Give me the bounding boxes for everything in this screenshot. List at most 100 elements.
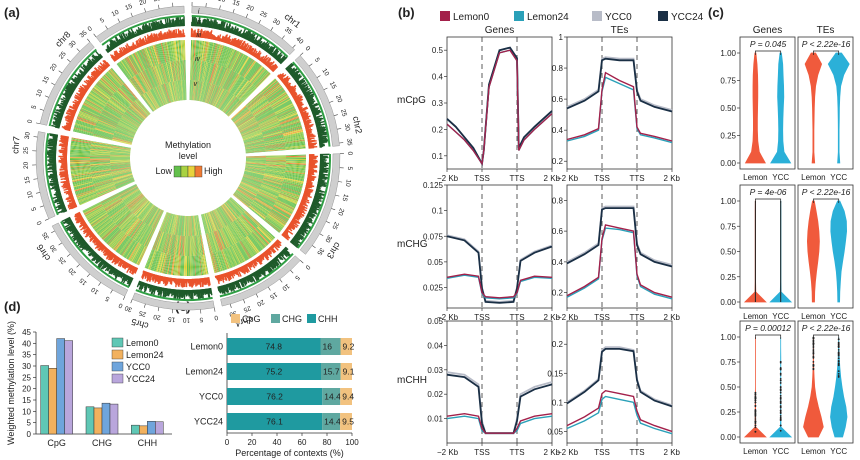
methylation-heat-cell <box>195 60 198 81</box>
methylation-heat-cell <box>221 69 231 88</box>
methylation-heat-cell <box>285 160 306 162</box>
methylation-heat-cell <box>205 62 212 83</box>
methylation-heat-cell <box>215 89 225 107</box>
methylation-heat-cell <box>280 189 300 197</box>
methylation-heat-cell <box>202 61 208 82</box>
methylation-heat-cell <box>242 129 261 138</box>
methylation-heat-cell <box>227 73 238 91</box>
methylation-heat-cell <box>245 147 266 151</box>
methylation-heat-cell <box>254 106 272 118</box>
methylation-heat-cell <box>238 186 257 197</box>
methylation-heat-cell <box>210 43 216 63</box>
methylation-heat-cell <box>245 149 266 153</box>
methylation-heat-cell <box>239 184 258 194</box>
scale-tick <box>219 5 221 10</box>
methylation-heat-cell <box>255 196 274 207</box>
methylation-heat-cell <box>210 86 219 105</box>
methylation-heat-cell <box>200 41 205 61</box>
methylation-heat-cell <box>233 193 250 207</box>
methylation-heat-cell <box>270 210 288 222</box>
methylation-heat-cell <box>208 85 216 104</box>
methylation-heat-cell <box>230 75 242 93</box>
methylation-heat-cell <box>237 117 256 129</box>
methylation-heat-cell <box>247 64 260 81</box>
methylation-heat-cell <box>228 73 239 92</box>
methylation-heat-cell <box>220 92 232 110</box>
methylation-heat-cell <box>226 72 237 91</box>
methylation-heat-cell <box>234 54 245 73</box>
methylation-heat-cell <box>242 176 262 184</box>
methylation-heat-cell <box>261 183 281 191</box>
methylation-heat-cell <box>231 76 243 94</box>
methylation-heat-cell <box>251 68 266 84</box>
methylation-heat-cell <box>206 84 214 104</box>
methylation-heat-cell <box>280 190 300 198</box>
methylation-heat-cell <box>254 106 272 118</box>
methylation-heat-cell <box>242 59 254 77</box>
methylation-heat-cell <box>285 155 306 157</box>
methylation-heat-cell <box>272 206 291 217</box>
scale-tick-label: 0 <box>303 263 311 271</box>
methylation-heat-cell <box>267 214 285 227</box>
methylation-heat-cell <box>263 132 283 139</box>
methylation-heat-cell <box>227 73 238 91</box>
methylation-heat-cell <box>245 166 266 171</box>
methylation-heat-cell <box>285 167 306 171</box>
scale-tick-label: 0 <box>346 152 353 156</box>
methylation-heat-cell <box>264 170 285 175</box>
methylation-heat-cell <box>284 138 305 143</box>
scale-tick <box>329 100 334 103</box>
methylation-heat-cell <box>283 178 304 184</box>
methylation-heat-cell <box>241 179 261 188</box>
methylation-heat-cell <box>261 79 277 94</box>
methylation-heat-cell <box>189 80 191 101</box>
scale-tick <box>51 230 55 234</box>
methylation-heat-cell <box>223 70 234 89</box>
methylation-heat-cell <box>268 90 286 103</box>
methylation-heat-cell <box>285 143 306 147</box>
methylation-heat-cell <box>277 197 297 206</box>
methylation-heat-cell <box>268 213 286 226</box>
methylation-heat-cell <box>265 162 286 165</box>
methylation-heat-cell <box>236 55 248 74</box>
methylation-heat-cell <box>245 144 265 149</box>
methylation-heat-cell <box>263 176 284 182</box>
methylation-heat-cell <box>264 140 285 145</box>
methylation-heat-cell <box>212 43 218 64</box>
methylation-heat-cell <box>194 40 196 61</box>
methylation-heat-cell <box>237 118 256 129</box>
methylation-heat-cell <box>232 52 243 71</box>
methylation-heat-cell <box>224 48 233 68</box>
methylation-heat-cell <box>282 182 303 189</box>
methylation-heat-cell <box>225 99 240 115</box>
methylation-heat-cell <box>225 98 239 114</box>
methylation-heat-cell <box>239 57 251 75</box>
methylation-heat-cell <box>285 171 305 175</box>
methylation-heat-cell <box>236 55 247 74</box>
methylation-heat-cell <box>255 72 270 88</box>
methylation-heat-cell <box>270 211 288 223</box>
methylation-heat-cell <box>223 48 232 67</box>
methylation-heat-cell <box>221 47 229 66</box>
methylation-heat-cell <box>234 79 247 96</box>
methylation-heat-cell <box>280 190 300 199</box>
methylation-heat-cell <box>245 160 266 163</box>
methylation-heat-cell <box>208 63 215 83</box>
methylation-heat-cell <box>204 41 209 62</box>
methylation-heat-cell <box>242 178 261 186</box>
methylation-heat-cell <box>265 155 286 157</box>
methylation-heat-cell <box>220 46 229 66</box>
methylation-heat-cell <box>252 201 270 213</box>
methylation-heat-cell <box>264 137 284 143</box>
methylation-heat-cell <box>265 156 286 157</box>
methylation-heat-cell <box>232 77 245 95</box>
methylation-heat-cell <box>223 96 237 113</box>
methylation-heat-cell <box>243 212 259 227</box>
methylation-heat-cell <box>223 47 232 67</box>
methylation-heat-cell <box>253 199 271 212</box>
methylation-heat-cell <box>229 50 239 70</box>
methylation-heat-cell <box>263 178 283 185</box>
methylation-heat-cell <box>275 104 294 115</box>
methylation-heat-cell <box>276 107 295 117</box>
methylation-heat-cell <box>238 118 256 129</box>
